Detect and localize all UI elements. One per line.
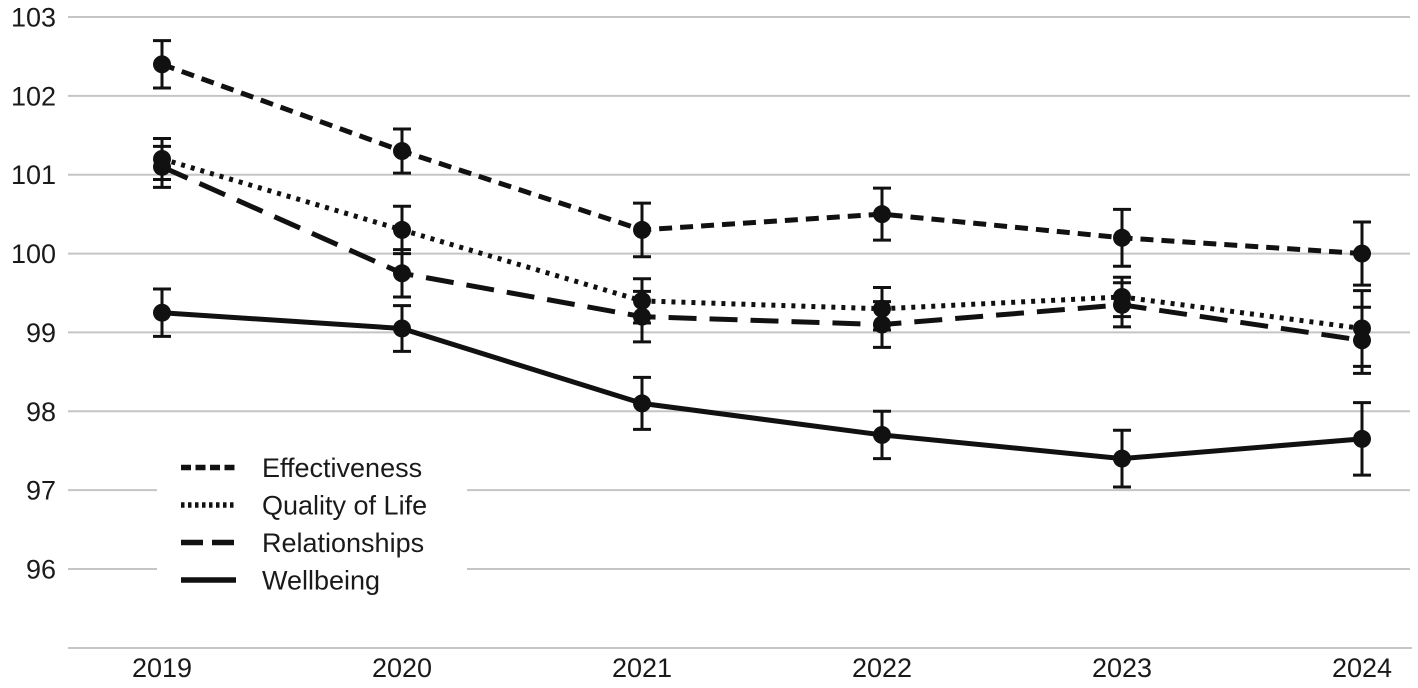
error-bars-relationships (153, 144, 1371, 375)
markers-wellbeing (153, 303, 1371, 468)
legend-label: Wellbeing (262, 566, 380, 596)
data-point-marker (1353, 331, 1371, 350)
y-axis-tick-label: 100 (11, 239, 56, 269)
data-point-marker (633, 307, 651, 326)
series-line-relationships (160, 164, 1363, 343)
x-axis-tick-label: 2021 (612, 653, 672, 683)
x-axis-tick-label: 2024 (1332, 653, 1392, 683)
x-axis-tick-label: 2019 (132, 653, 192, 683)
data-point-marker (153, 303, 171, 322)
legend-item-relationships: Relationships (181, 528, 424, 558)
data-point-marker (873, 425, 891, 444)
data-point-marker (393, 220, 411, 239)
markers-relationships (153, 157, 1371, 350)
legend-label: Relationships (262, 528, 424, 558)
y-axis-tick-label: 96 (26, 554, 56, 584)
data-point-marker (153, 55, 171, 74)
legend-item-wellbeing: Wellbeing (181, 566, 380, 596)
series-line-quality-of-life (161, 156, 1363, 331)
legend-item-effectiveness: Effectiveness (181, 453, 422, 483)
data-point-marker (393, 319, 411, 338)
legend-background (157, 438, 467, 598)
legend-item-quality-of-life: Quality of Life (181, 491, 427, 521)
series-line-effectiveness (161, 61, 1363, 257)
data-point-marker (1353, 429, 1371, 448)
data-point-marker (633, 220, 651, 239)
data-point-marker (633, 394, 651, 413)
series-effectiveness (161, 61, 1363, 257)
y-axis-tick-label: 102 (11, 81, 56, 111)
data-point-marker (393, 142, 411, 161)
data-point-marker (393, 264, 411, 283)
markers-effectiveness (153, 55, 1371, 263)
legend-label: Quality of Life (262, 491, 427, 521)
y-axis-tick-label: 97 (26, 476, 56, 506)
x-axis-tick-label: 2020 (372, 653, 432, 683)
y-axis-tick-label: 98 (26, 397, 56, 427)
data-point-marker (1113, 295, 1131, 314)
error-bars-wellbeing (153, 287, 1371, 489)
y-axis-tick-label: 101 (11, 160, 56, 190)
data-point-marker (873, 315, 891, 334)
series-relationships (160, 164, 1363, 343)
data-point-marker (1113, 228, 1131, 247)
data-point-marker (1113, 449, 1131, 468)
data-point-marker (153, 157, 171, 176)
y-axis-tick-label: 103 (11, 3, 56, 33)
series-quality-of-life (161, 156, 1363, 331)
data-point-marker (873, 205, 891, 224)
data-point-marker (873, 299, 891, 318)
legend: Effectiveness Quality of Life Relationship… (157, 438, 467, 598)
series-wellbeing (161, 310, 1363, 462)
error-bars-effectiveness (153, 39, 1371, 287)
x-axis-tick-label: 2022 (852, 653, 912, 683)
data-point-marker (633, 291, 651, 310)
y-axis-tick-label: 99 (26, 318, 56, 348)
x-axis-tick-label: 2023 (1092, 653, 1152, 683)
legend-label: Effectiveness (262, 453, 422, 483)
series-line-wellbeing (161, 310, 1363, 462)
data-point-marker (1353, 244, 1371, 263)
